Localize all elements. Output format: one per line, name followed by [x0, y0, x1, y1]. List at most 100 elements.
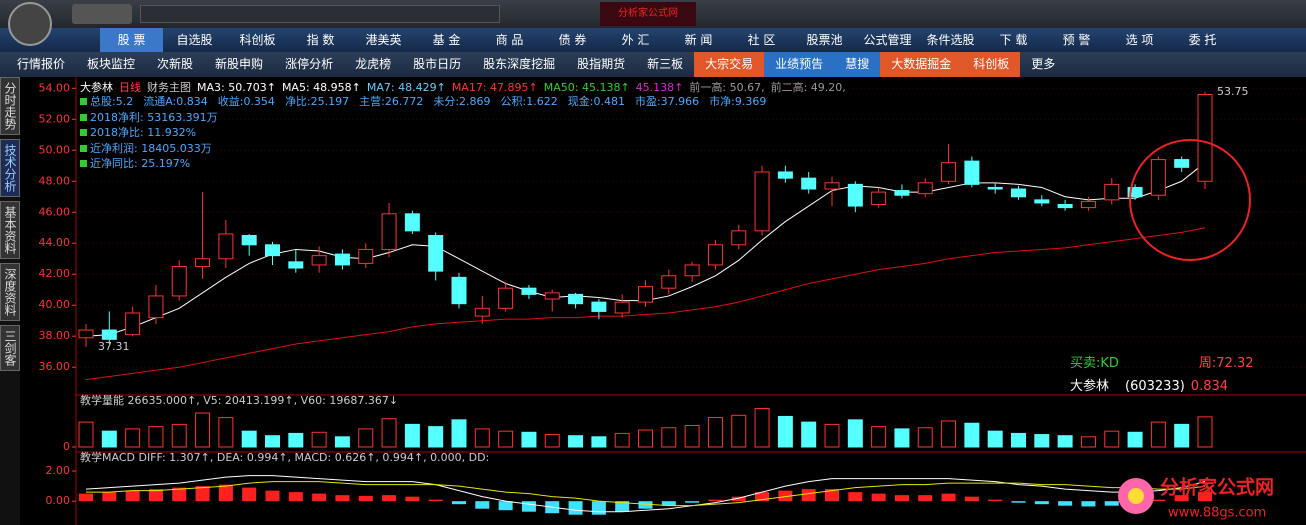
menu-item[interactable]: 预 警 [1062, 33, 1091, 47]
menu-item[interactable]: 自选股 [176, 33, 213, 47]
macd-bar [475, 501, 490, 509]
menu-item[interactable]: 新 闻 [684, 33, 713, 47]
nav-buttons[interactable] [72, 4, 132, 24]
y-tick-label: 40.00 [39, 298, 71, 311]
volume-bar [358, 428, 374, 448]
candle-body [941, 162, 957, 182]
macd-bar [521, 501, 536, 512]
candle-body [265, 244, 280, 257]
macd-bar [79, 493, 93, 502]
volume-bar [1080, 436, 1096, 448]
side-tab[interactable]: 分时走势 [0, 77, 20, 135]
highlight-ring [1129, 139, 1251, 261]
candle-body [241, 235, 257, 246]
macd-bar [405, 496, 420, 502]
tab[interactable]: 慧搜 [834, 52, 881, 77]
side-tab[interactable]: 三剑客 [0, 325, 20, 371]
macd-bar [871, 493, 886, 502]
legend-item: MA5: 48.958↑ [281, 81, 361, 94]
candle-body [568, 293, 584, 305]
candle-body [521, 287, 537, 295]
banner[interactable]: 分析家公式网 [600, 2, 696, 26]
volume-bar [474, 428, 490, 448]
menu-item[interactable]: 指 数 [306, 33, 335, 47]
menu-item[interactable]: 下 载 [999, 33, 1028, 47]
menu-item[interactable]: 选 项 [1125, 33, 1154, 47]
info-row: 2018净比: 11.932% [80, 124, 206, 140]
tab[interactable]: 更多 [1031, 57, 1056, 71]
tab[interactable]: 新三板 [647, 57, 684, 71]
macd-bar [615, 501, 630, 512]
volume-bar [451, 419, 467, 448]
menu-item[interactable]: 股票池 [806, 33, 843, 47]
volume-bar [1011, 432, 1026, 448]
tab[interactable]: 大宗交易 [694, 52, 765, 77]
volume-bar [428, 426, 444, 448]
y-tick-label: 38.00 [39, 329, 71, 342]
legend-item: 前一高: 50.67, [689, 81, 765, 94]
menu-item[interactable]: 公式管理 [863, 33, 912, 47]
tab[interactable]: 龙虎榜 [355, 57, 392, 71]
menu-item[interactable]: 社 区 [747, 33, 776, 47]
volume-bar [614, 432, 630, 448]
volume-bar [288, 432, 304, 448]
y-tick-label: 46.00 [39, 205, 71, 218]
volume-bar [171, 423, 187, 448]
tab[interactable]: 科创板 [962, 52, 1021, 77]
menu-item[interactable]: 外 汇 [621, 33, 650, 47]
tab[interactable]: 涨停分析 [285, 57, 334, 71]
macd-bar [195, 486, 210, 502]
candle-body [1011, 188, 1026, 198]
volume-bar [1034, 434, 1050, 448]
signal: 买卖:KD [1070, 356, 1119, 371]
side-tab[interactable]: 技术分析 [0, 139, 20, 197]
candle-body [1104, 183, 1120, 201]
volume-bar [871, 426, 887, 448]
menu-item[interactable]: 条件选股 [926, 33, 975, 47]
volume-bar [218, 417, 234, 448]
info-item: 2018净比: 11.932% [80, 126, 196, 139]
tab[interactable]: 大数据掘金 [880, 52, 963, 77]
macd-bar [1198, 491, 1212, 502]
search-box[interactable] [140, 5, 500, 23]
tab[interactable]: 新股申购 [215, 57, 264, 71]
tab[interactable]: 行情报价 [17, 57, 66, 71]
main-menu: 股 票自选股 科创板 指 数 港美英 基 金 商 品 债 券 外 汇 新 闻 社 区 股票池 公式管理… [0, 28, 1306, 52]
macd-bar [964, 496, 979, 502]
candle-body [148, 295, 164, 319]
tab[interactable]: 板块监控 [87, 57, 136, 71]
tab[interactable]: 业绩预告 [764, 52, 835, 77]
menu-item[interactable]: 债 券 [558, 33, 587, 47]
tab[interactable]: 次新股 [157, 57, 194, 71]
macd-bar [1174, 495, 1189, 502]
volume-bar [801, 421, 817, 448]
y-tick-label: 0 [63, 440, 70, 453]
info-row: 近净利润: 18405.033万 [80, 140, 222, 156]
volume-bar [847, 419, 863, 448]
macd-bar [685, 501, 700, 503]
side-tab[interactable]: 深度资料 [0, 263, 20, 321]
info-item: 流通A:0.834 [143, 95, 208, 108]
menu-item[interactable]: 委 托 [1188, 33, 1217, 47]
tab[interactable]: 股市日历 [413, 57, 462, 71]
menu-item[interactable]: 股 票 [100, 28, 163, 52]
tab[interactable]: 股东深度挖掘 [483, 57, 556, 71]
tab[interactable]: 股指期货 [577, 57, 626, 71]
menu-item[interactable]: 商 品 [495, 33, 524, 47]
logo[interactable] [8, 2, 52, 46]
menu-item[interactable]: 科创板 [239, 33, 276, 47]
menu-item[interactable]: 基 金 [432, 33, 461, 47]
macd-bar [661, 501, 676, 506]
y-tick-label: 36.00 [39, 360, 71, 373]
volume-bar [1104, 430, 1120, 448]
side-tab[interactable]: 基本资料 [0, 201, 20, 259]
candle-body [614, 301, 630, 314]
macd-bar [941, 493, 956, 502]
menu-item[interactable]: 港美英 [365, 33, 402, 47]
volume-bar [941, 420, 957, 448]
info-item: 2018净利: 53163.391万 [80, 111, 218, 124]
candle-body [1150, 159, 1166, 196]
volume-bar [311, 431, 327, 448]
candle-body [78, 329, 94, 339]
candle-body [964, 160, 980, 185]
